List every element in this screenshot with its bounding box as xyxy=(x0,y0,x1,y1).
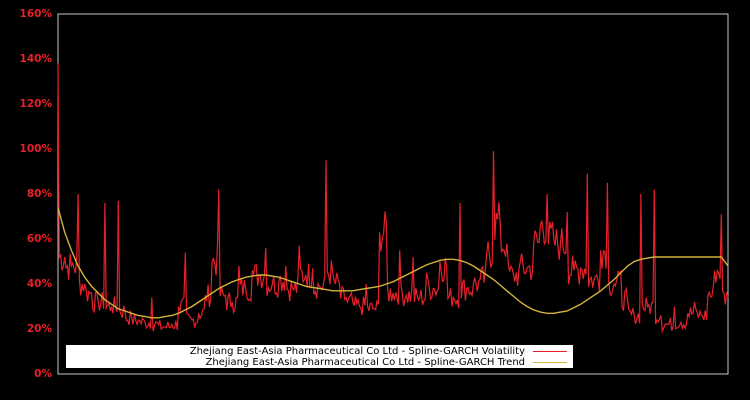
y-tick-label: 60% xyxy=(26,233,52,245)
legend-label-volatility: Zhejiang East-Asia Pharmaceutical Co Ltd… xyxy=(189,346,525,357)
y-tick-label: 120% xyxy=(19,98,52,110)
legend: Zhejiang East-Asia Pharmaceutical Co Ltd… xyxy=(66,345,573,368)
trend-line xyxy=(57,207,729,319)
volatility-line xyxy=(57,63,729,334)
y-tick-label: 0% xyxy=(34,368,52,380)
legend-item-volatility: Zhejiang East-Asia Pharmaceutical Co Ltd… xyxy=(190,346,567,357)
y-tick-label: 40% xyxy=(26,278,52,290)
legend-label-trend: Zhejiang East-Asia Pharmaceutical Co Ltd… xyxy=(205,357,525,368)
y-tick-label: 140% xyxy=(19,53,52,65)
y-tick-label: 100% xyxy=(19,143,52,155)
legend-item-trend: Zhejiang East-Asia Pharmaceutical Co Ltd… xyxy=(206,357,567,368)
legend-swatch-volatility xyxy=(533,351,567,352)
plot-area xyxy=(57,13,729,375)
y-tick-label: 80% xyxy=(26,188,52,200)
y-tick-label: 20% xyxy=(26,323,52,335)
legend-swatch-trend xyxy=(533,362,567,363)
y-tick-label: 160% xyxy=(19,8,52,20)
